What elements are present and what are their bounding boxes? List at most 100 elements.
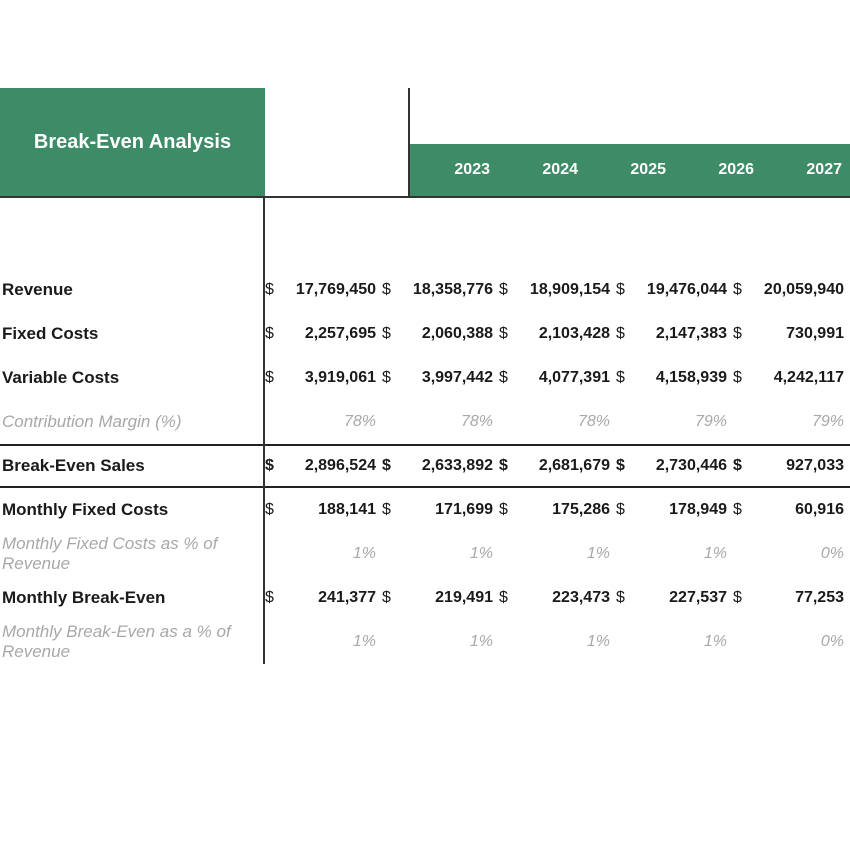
currency: $ [499, 281, 517, 299]
currency: $ [616, 325, 634, 343]
year-col-2027: 2027 [762, 161, 850, 179]
label-variable-costs: Variable Costs [0, 368, 265, 388]
revenue-2027: 20,059,940 [751, 281, 846, 299]
bes-2027: 927,033 [751, 457, 846, 475]
row-label-variable-costs: Variable Costs [0, 356, 263, 400]
variable-costs-2025: 4,077,391 [517, 369, 612, 387]
year-col-2025: 2025 [586, 161, 674, 179]
currency: $ [733, 369, 751, 387]
year-col-2026: 2026 [674, 161, 762, 179]
currency: $ [382, 457, 400, 475]
currency: $ [499, 589, 517, 607]
cm-2025: 78% [517, 413, 612, 431]
label-monthly-break-even-pct: Monthly Break-Even as a % of Revenue [0, 622, 265, 662]
currency: $ [499, 325, 517, 343]
currency: $ [616, 501, 634, 519]
year-col-2023: 2023 [410, 161, 498, 179]
table-body: Revenue Fixed Costs Variable Costs Contr… [0, 198, 850, 664]
header-gap [265, 88, 410, 196]
mbep-2023: 1% [283, 633, 378, 651]
row-revenue: $17,769,450 $18,358,776 $18,909,154 $19,… [265, 268, 850, 312]
row-monthly-fixed-costs: $188,141 $171,699 $175,286 $178,949 $60,… [265, 488, 850, 532]
labels-column: Revenue Fixed Costs Variable Costs Contr… [0, 198, 265, 664]
years-area: 2023 2024 2025 2026 2027 [410, 88, 850, 196]
label-fixed-costs: Fixed Costs [0, 324, 265, 344]
mbep-2026: 1% [634, 633, 729, 651]
currency: $ [265, 457, 283, 475]
row-label-break-even-sales: Break-Even Sales [0, 444, 263, 488]
label-contribution-margin: Contribution Margin (%) [0, 412, 265, 432]
mfc-2025: 175,286 [517, 501, 612, 519]
mfcp-2025: 1% [517, 545, 612, 563]
spacer [265, 198, 850, 268]
fixed-costs-2024: 2,060,388 [400, 325, 495, 343]
mfc-2026: 178,949 [634, 501, 729, 519]
row-label-contribution-margin: Contribution Margin (%) [0, 400, 263, 444]
label-monthly-fixed-costs: Monthly Fixed Costs [0, 500, 265, 520]
mbep-2024: 1% [400, 633, 495, 651]
mbe-2027: 77,253 [751, 589, 846, 607]
revenue-2026: 19,476,044 [634, 281, 729, 299]
fixed-costs-2025: 2,103,428 [517, 325, 612, 343]
row-label-revenue: Revenue [0, 268, 263, 312]
fixed-costs-2026: 2,147,383 [634, 325, 729, 343]
variable-costs-2024: 3,997,442 [400, 369, 495, 387]
currency: $ [499, 369, 517, 387]
mfc-2023: 188,141 [283, 501, 378, 519]
currency: $ [616, 589, 634, 607]
mbe-2026: 227,537 [634, 589, 729, 607]
revenue-2025: 18,909,154 [517, 281, 612, 299]
mfc-2024: 171,699 [400, 501, 495, 519]
fixed-costs-2023: 2,257,695 [283, 325, 378, 343]
row-label-monthly-fixed-costs-pct: Monthly Fixed Costs as % of Revenue [0, 532, 263, 576]
row-label-fixed-costs: Fixed Costs [0, 312, 263, 356]
currency: $ [265, 501, 283, 519]
currency: $ [265, 369, 283, 387]
label-revenue: Revenue [0, 280, 265, 300]
currency: $ [382, 281, 400, 299]
mfcp-2027: 0% [751, 545, 846, 563]
table-title: Break-Even Analysis [0, 88, 265, 196]
mfcp-2024: 1% [400, 545, 495, 563]
currency: $ [733, 325, 751, 343]
bes-2023: 2,896,524 [283, 457, 378, 475]
cm-2023: 78% [283, 413, 378, 431]
mbep-2025: 1% [517, 633, 612, 651]
currency: $ [382, 325, 400, 343]
mfc-2027: 60,916 [751, 501, 846, 519]
currency: $ [616, 457, 634, 475]
cm-2027: 79% [751, 413, 846, 431]
variable-costs-2027: 4,242,117 [751, 369, 846, 387]
currency: $ [616, 281, 634, 299]
currency: $ [616, 369, 634, 387]
spacer [0, 198, 263, 268]
bes-2026: 2,730,446 [634, 457, 729, 475]
mbe-2023: 241,377 [283, 589, 378, 607]
label-monthly-break-even: Monthly Break-Even [0, 588, 265, 608]
currency: $ [733, 589, 751, 607]
mfcp-2023: 1% [283, 545, 378, 563]
label-monthly-fixed-costs-pct: Monthly Fixed Costs as % of Revenue [0, 534, 265, 574]
row-contribution-margin: 78% 78% 78% 79% 79% [265, 400, 850, 444]
cm-2026: 79% [634, 413, 729, 431]
bes-2024: 2,633,892 [400, 457, 495, 475]
currency: $ [265, 589, 283, 607]
row-break-even-sales: $2,896,524 $2,633,892 $2,681,679 $2,730,… [265, 444, 850, 488]
currency: $ [382, 369, 400, 387]
currency: $ [733, 501, 751, 519]
header-row: Break-Even Analysis 2023 2024 2025 2026 … [0, 88, 850, 198]
variable-costs-2026: 4,158,939 [634, 369, 729, 387]
currency: $ [499, 457, 517, 475]
row-variable-costs: $3,919,061 $3,997,442 $4,077,391 $4,158,… [265, 356, 850, 400]
row-label-monthly-break-even: Monthly Break-Even [0, 576, 263, 620]
row-monthly-break-even: $241,377 $219,491 $223,473 $227,537 $77,… [265, 576, 850, 620]
row-fixed-costs: $2,257,695 $2,060,388 $2,103,428 $2,147,… [265, 312, 850, 356]
currency: $ [382, 501, 400, 519]
row-label-monthly-fixed-costs: Monthly Fixed Costs [0, 488, 263, 532]
values-column: $17,769,450 $18,358,776 $18,909,154 $19,… [265, 198, 850, 664]
currency: $ [733, 457, 751, 475]
fixed-costs-2027: 730,991 [751, 325, 846, 343]
currency: $ [499, 501, 517, 519]
revenue-2024: 18,358,776 [400, 281, 495, 299]
mbe-2024: 219,491 [400, 589, 495, 607]
